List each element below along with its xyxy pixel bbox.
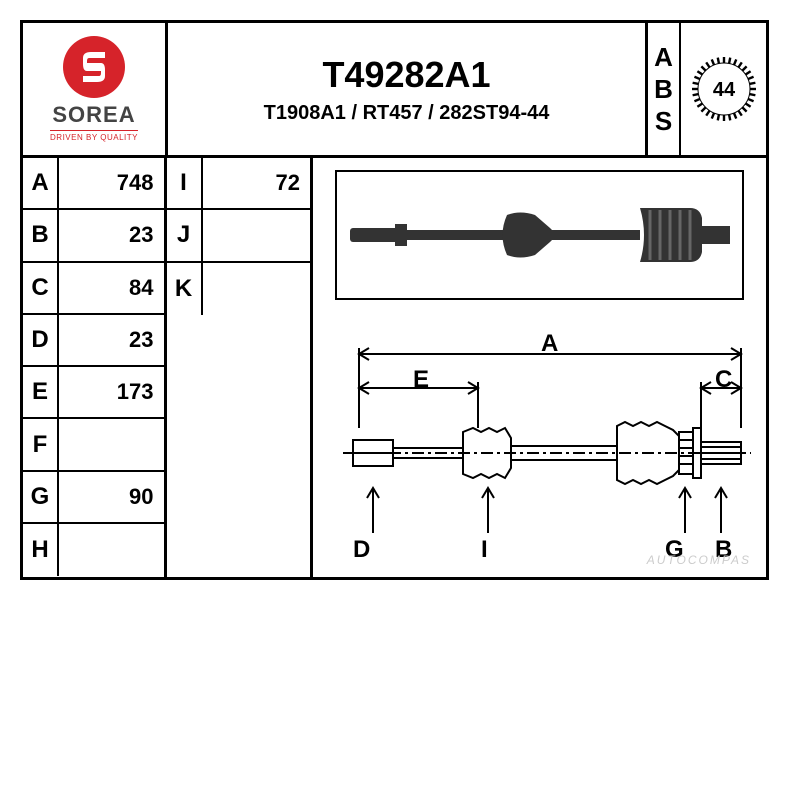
spec-key: D — [23, 315, 59, 365]
spec-row: J — [167, 210, 310, 262]
spec-value: 748 — [59, 158, 164, 208]
dim-label-d: D — [353, 536, 370, 564]
spec-row: K — [167, 263, 310, 315]
spec-row: D23 — [23, 315, 164, 367]
spec-key: E — [23, 367, 59, 417]
product-photo-box — [335, 170, 744, 300]
spec-row: C84 — [23, 263, 164, 315]
spec-row: H — [23, 524, 164, 576]
spec-row: I72 — [167, 158, 310, 210]
schematic-drawing: A E C D I G B — [323, 328, 756, 577]
abs-char-s: S — [655, 108, 672, 134]
spec-key: B — [23, 210, 59, 260]
title-cell: T49282A1 T1908A1 / RT457 / 282ST94-44 — [168, 23, 648, 155]
spec-column-2: I72JK — [167, 158, 310, 577]
spec-value: 173 — [59, 367, 164, 417]
spec-row: E173 — [23, 367, 164, 419]
dim-label-i: I — [481, 536, 488, 564]
dim-label-c: C — [715, 366, 732, 394]
spec-value: 84 — [59, 263, 164, 313]
spec-key: I — [167, 158, 203, 208]
brand-logo-icon — [63, 36, 125, 98]
diagram-area: A E C D I G B — [313, 158, 766, 577]
body-area: A748B23C84D23E173FG90H I72JK — [23, 158, 766, 577]
spec-key: K — [167, 263, 203, 315]
spec-value — [59, 524, 164, 576]
spec-column-1: A748B23C84D23E173FG90H — [23, 158, 167, 577]
spec-sheet: SOREA DRIVEN BY QUALITY T49282A1 T1908A1… — [20, 20, 769, 580]
brand-tagline: DRIVEN BY QUALITY — [50, 130, 138, 142]
dim-label-a: A — [541, 330, 558, 358]
spec-value — [203, 210, 310, 260]
spec-key: G — [23, 472, 59, 522]
spec-value: 23 — [59, 210, 164, 260]
logo-cell: SOREA DRIVEN BY QUALITY — [23, 23, 168, 155]
abs-label: A B S — [648, 23, 681, 155]
spec-row: B23 — [23, 210, 164, 262]
spec-columns: A748B23C84D23E173FG90H I72JK — [23, 158, 313, 577]
spec-value — [59, 419, 164, 469]
spec-value — [203, 263, 310, 315]
header-row: SOREA DRIVEN BY QUALITY T49282A1 T1908A1… — [23, 23, 766, 158]
spec-key: C — [23, 263, 59, 313]
spec-row: F — [23, 419, 164, 471]
spec-value: 23 — [59, 315, 164, 365]
spec-value: 90 — [59, 472, 164, 522]
spec-key: H — [23, 524, 59, 576]
dim-label-e: E — [413, 366, 429, 394]
spec-value: 72 — [203, 158, 310, 208]
abs-char-a: A — [654, 44, 673, 70]
spec-key: J — [167, 210, 203, 260]
abs-char-b: B — [654, 76, 673, 102]
brand-name: SOREA — [52, 102, 135, 128]
abs-teeth-count: 44 — [712, 79, 735, 101]
abs-cell: A B S 44 — [648, 23, 766, 155]
driveshaft-photo-icon — [340, 180, 740, 290]
spec-key: F — [23, 419, 59, 469]
spec-row: A748 — [23, 158, 164, 210]
watermark: AUTOCOMPAS — [647, 553, 751, 567]
cross-references: T1908A1 / RT457 / 282ST94-44 — [264, 102, 550, 125]
spec-row: G90 — [23, 472, 164, 524]
part-number: T49282A1 — [322, 54, 490, 96]
spec-key: A — [23, 158, 59, 208]
abs-gear-icon: 44 — [681, 23, 766, 155]
